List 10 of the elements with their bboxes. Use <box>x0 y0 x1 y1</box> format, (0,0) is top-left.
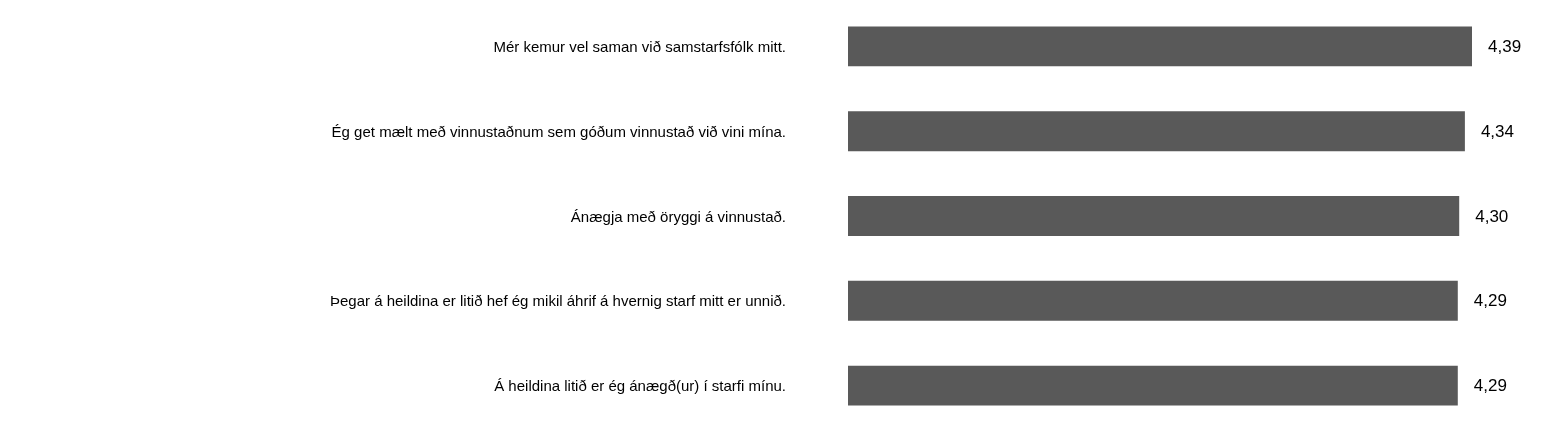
data-label: 4,29 <box>1473 291 1507 311</box>
data-label: 4,29 <box>1473 376 1507 396</box>
y-tick-label: Á heildina litið er ég ánægð(ur) í starfi mínu. <box>494 377 786 395</box>
data-label: 4,39 <box>1488 36 1522 56</box>
y-tick-label: Mér kemur vel saman við samstarfsfólk mitt. <box>493 37 786 55</box>
data-label: 4,30 <box>1475 206 1509 226</box>
data-label: 4,34 <box>1480 121 1514 141</box>
y-tick-label: Ánægja með öryggi á vinnustað. <box>570 207 786 225</box>
y-tick-label: Ég get mælt með vinnustaðnum sem góðum vinnustað við vini mína. <box>331 122 786 140</box>
y-tick-label: Þegar á heildina er litið hef ég mikil áhrif á hvernig starf mitt er unnið. <box>329 292 786 310</box>
